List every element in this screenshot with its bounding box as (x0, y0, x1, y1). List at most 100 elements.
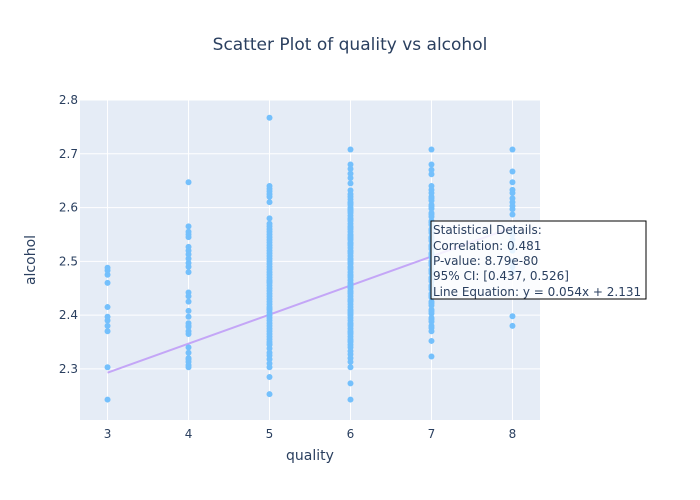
data-point (347, 396, 354, 403)
data-point (266, 373, 273, 380)
data-point (347, 259, 354, 266)
annotation-box (430, 220, 647, 300)
data-point (428, 316, 435, 323)
data-point (347, 216, 354, 223)
data-point (428, 353, 435, 360)
data-point (428, 161, 435, 168)
data-point (185, 313, 192, 320)
data-point (104, 364, 111, 371)
data-point (428, 146, 435, 153)
data-point (266, 278, 273, 285)
data-point (428, 171, 435, 178)
data-point (509, 146, 516, 153)
data-point (347, 161, 354, 168)
data-point (185, 344, 192, 351)
data-point (185, 328, 192, 335)
data-point (266, 114, 273, 121)
data-point (347, 364, 354, 371)
data-point (347, 329, 354, 336)
annotation-line: P-value: 8.79e-80 (433, 254, 538, 268)
data-point (185, 307, 192, 314)
data-point (104, 396, 111, 403)
data-point (104, 271, 111, 278)
data-point (428, 195, 435, 202)
data-point (347, 235, 354, 242)
data-point (347, 200, 354, 207)
annotation-line: Line Equation: y = 0.054x + 2.131 (433, 285, 641, 299)
data-point (509, 179, 516, 186)
data-point (266, 305, 273, 312)
data-point (347, 240, 354, 247)
data-point (266, 391, 273, 398)
data-point (428, 325, 435, 332)
y-axis-ticks: 2.3 2.4 2.5 2.6 2.7 2.8 (59, 93, 78, 376)
data-point (185, 255, 192, 262)
data-point (104, 304, 111, 311)
data-point (509, 168, 516, 175)
data-point (185, 349, 192, 356)
data-point (509, 211, 516, 218)
x-tick-label: 6 (347, 427, 355, 441)
data-point (104, 313, 111, 320)
data-point (185, 269, 192, 276)
data-point (347, 297, 354, 304)
data-point (347, 380, 354, 387)
data-point (347, 337, 354, 344)
data-point (428, 337, 435, 344)
data-point (509, 195, 516, 202)
data-point (347, 321, 354, 328)
y-tick-label: 2.5 (59, 254, 78, 268)
data-point (104, 279, 111, 286)
data-point (347, 187, 354, 194)
data-point (347, 289, 354, 295)
data-point (347, 170, 354, 177)
data-point (428, 300, 435, 307)
data-point (347, 311, 354, 318)
data-point (428, 166, 435, 173)
data-point (428, 203, 435, 210)
data-point (266, 220, 273, 227)
data-point (266, 215, 273, 222)
data-point (185, 179, 192, 186)
annotation-line: Statistical Details: (433, 223, 542, 237)
y-tick-label: 2.4 (59, 308, 78, 322)
x-tick-label: 5 (266, 427, 274, 441)
data-point (509, 186, 516, 193)
data-point (185, 289, 192, 296)
chart-title: Scatter Plot of quality vs alcohol (213, 35, 488, 55)
data-point (185, 356, 192, 363)
data-point (104, 322, 111, 329)
data-point (266, 349, 273, 356)
y-tick-label: 2.8 (59, 93, 78, 107)
data-point (509, 322, 516, 329)
y-axis-title: alcohol (23, 235, 39, 285)
y-tick-label: 2.3 (59, 362, 78, 376)
data-point (185, 323, 192, 330)
annotation-line: 95% CI: [0.437, 0.526] (433, 269, 569, 283)
x-tick-label: 8 (509, 427, 517, 441)
data-point (185, 259, 192, 266)
data-point (347, 174, 354, 181)
data-point (185, 243, 192, 250)
data-point (266, 199, 273, 206)
data-point (428, 211, 435, 218)
x-tick-label: 4 (185, 427, 193, 441)
data-point (104, 264, 111, 271)
stats-annotation: Statistical Details: Correlation: 0.481 … (430, 220, 647, 300)
data-point (266, 360, 273, 367)
data-point (347, 248, 354, 255)
data-points (104, 114, 516, 403)
data-point (347, 165, 354, 172)
data-point (347, 272, 354, 279)
data-point (266, 183, 273, 190)
annotation-line: Correlation: 0.481 (433, 239, 541, 253)
data-point (347, 284, 354, 291)
data-point (185, 298, 192, 305)
x-axis-ticks: 3 4 5 6 7 8 (104, 427, 517, 441)
y-tick-label: 2.7 (59, 147, 78, 161)
x-axis-title: quality (286, 448, 334, 464)
data-point (347, 224, 354, 231)
data-point (104, 328, 111, 335)
y-tick-label: 2.6 (59, 201, 78, 215)
